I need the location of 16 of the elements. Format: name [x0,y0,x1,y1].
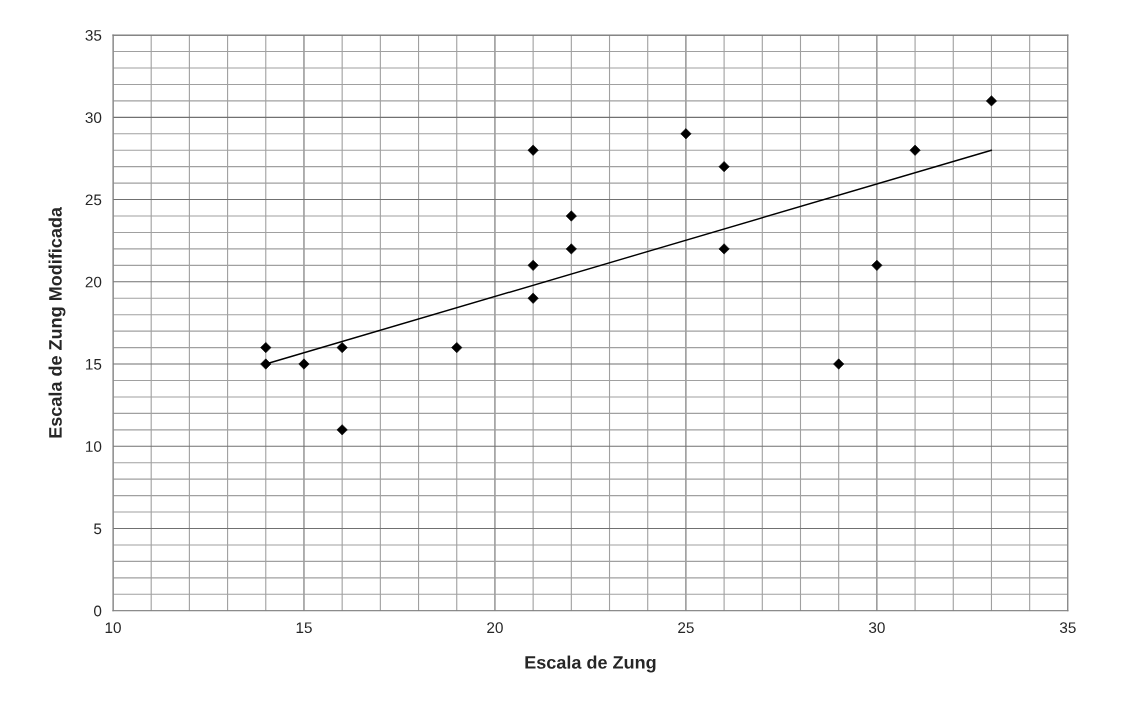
y-tick-label: 30 [85,112,102,124]
y-tick-label: 25 [85,194,102,206]
x-tick-label: 30 [868,622,885,634]
x-axis-title: Escala de Zung [525,655,656,673]
y-tick-label: 35 [85,29,102,41]
x-tick-label: 20 [487,622,503,634]
y-axis-title: Escala de Zung Modificada [48,206,66,438]
y-tick-label: 20 [85,276,102,288]
x-tick-label: 15 [296,622,312,634]
y-tick-label: 5 [94,523,102,535]
y-tick-label: 0 [93,605,102,617]
y-tick-label: 10 [86,441,102,452]
x-tick-label: 35 [1059,622,1076,634]
x-tick-label: 10 [105,622,121,634]
x-tick-label: 25 [678,622,694,634]
y-tick-label: 15 [86,359,102,370]
